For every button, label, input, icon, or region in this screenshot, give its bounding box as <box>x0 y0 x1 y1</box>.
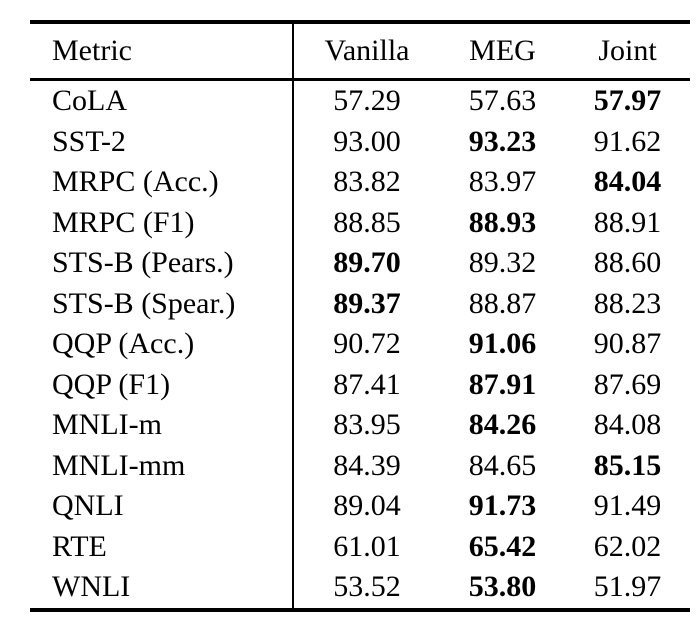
value-cell: 88.23 <box>593 286 662 320</box>
value-cell: 85.15 <box>593 448 662 482</box>
table-body: CoLA 57.29 57.63 57.97 SST-2 93.00 93.23 91.62 M… <box>30 79 690 610</box>
value-cell: 88.87 <box>468 286 537 320</box>
value-cell: 84.39 <box>333 448 401 482</box>
table-row: SST-2 93.00 93.23 91.62 <box>30 121 690 162</box>
table-row: MRPC (F1) 88.85 88.93 88.91 <box>30 202 690 243</box>
metric-cell: STS-B (Pears.) <box>30 243 294 284</box>
table-row: STS-B (Spear.) 89.37 88.87 88.23 <box>30 283 690 324</box>
value-cell: 91.06 <box>468 327 537 360</box>
value-cell: 51.97 <box>593 570 662 603</box>
value-cell: 57.29 <box>333 84 401 117</box>
value-cell: 87.91 <box>468 367 537 401</box>
table-row: QQP (Acc.) 90.72 91.06 90.87 <box>30 324 690 365</box>
metric-cell: MRPC (Acc.) <box>30 162 294 203</box>
value-cell: 93.00 <box>333 124 401 158</box>
value-cell: 88.91 <box>593 205 662 239</box>
metric-cell: RTE <box>30 526 294 567</box>
value-cell: 90.87 <box>593 327 662 360</box>
glue-results-table: Metric Vanilla MEG Joint CoLA 57.29 57.63 5… <box>30 20 690 612</box>
value-cell: 89.37 <box>333 286 401 320</box>
header-row: Metric Vanilla MEG Joint <box>30 22 690 81</box>
column-header-joint: Joint <box>565 22 690 81</box>
value-cell: 57.63 <box>468 84 537 117</box>
table-row: QQP (F1) 87.41 87.91 87.69 <box>30 364 690 405</box>
table-row: MNLI-m 83.95 84.26 84.08 <box>30 405 690 446</box>
value-cell: 91.62 <box>593 124 662 158</box>
value-cell: 62.02 <box>593 529 662 563</box>
metric-cell: SST-2 <box>30 121 294 162</box>
value-cell: 57.97 <box>593 84 662 117</box>
value-cell: 90.72 <box>333 327 401 360</box>
metric-cell: QNLI <box>30 486 294 527</box>
metric-cell: MRPC (F1) <box>30 202 294 243</box>
value-cell: 84.08 <box>593 408 662 441</box>
value-cell: 87.41 <box>333 367 401 401</box>
table-row: WNLI 53.52 53.80 51.97 <box>30 567 690 610</box>
value-cell: 89.32 <box>468 246 537 279</box>
table-row: STS-B (Pears.) 89.70 89.32 88.60 <box>30 243 690 284</box>
metric-cell: WNLI <box>30 567 294 610</box>
value-cell: 84.65 <box>468 448 537 482</box>
value-cell: 87.69 <box>593 367 662 401</box>
value-cell: 83.82 <box>333 165 401 198</box>
metric-cell: STS-B (Spear.) <box>30 283 294 324</box>
metric-cell: MNLI-m <box>30 405 294 446</box>
value-cell: 91.49 <box>593 489 662 522</box>
value-cell: 83.95 <box>333 408 401 441</box>
value-cell: 91.73 <box>468 489 537 522</box>
table-row: RTE 61.01 65.42 62.02 <box>30 526 690 567</box>
value-cell: 89.04 <box>333 489 401 522</box>
value-cell: 84.26 <box>468 408 537 441</box>
table-row: MNLI-mm 84.39 84.65 85.15 <box>30 445 690 486</box>
column-header-meg: MEG <box>440 22 565 81</box>
metric-cell: QQP (Acc.) <box>30 324 294 365</box>
metric-cell: CoLA <box>30 79 294 122</box>
column-header-metric: Metric <box>30 22 294 81</box>
value-cell: 53.52 <box>333 570 401 603</box>
value-cell: 88.60 <box>593 246 662 279</box>
value-cell: 93.23 <box>468 124 537 158</box>
value-cell: 65.42 <box>468 529 537 563</box>
table-row: CoLA 57.29 57.63 57.97 <box>30 79 690 122</box>
value-cell: 83.97 <box>468 165 537 198</box>
metric-cell: QQP (F1) <box>30 364 294 405</box>
value-cell: 84.04 <box>593 165 662 198</box>
column-header-vanilla: Vanilla <box>293 22 440 81</box>
metric-cell: MNLI-mm <box>30 445 294 486</box>
value-cell: 53.80 <box>468 570 537 603</box>
value-cell: 88.93 <box>468 205 537 239</box>
table-row: QNLI 89.04 91.73 91.49 <box>30 486 690 527</box>
value-cell: 61.01 <box>333 529 401 563</box>
value-cell: 88.85 <box>333 205 401 239</box>
table-row: MRPC (Acc.) 83.82 83.97 84.04 <box>30 162 690 203</box>
value-cell: 89.70 <box>333 246 401 279</box>
